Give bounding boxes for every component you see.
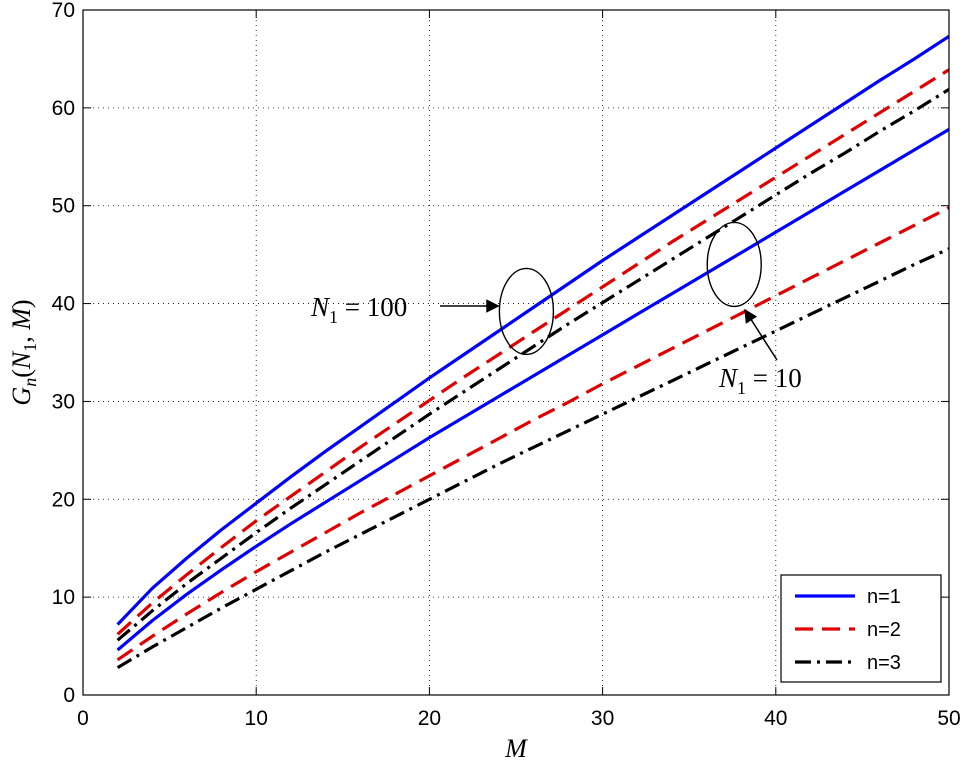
y-tick-label: 0 (63, 684, 75, 707)
series-line-n=2-N1=10 (116, 206, 949, 662)
legend: n=1 n=2 n=3 (780, 574, 942, 683)
x-tick-label: 0 (77, 707, 89, 730)
y-tick-label: 70 (52, 0, 75, 22)
y-axis-label-text: Gn(N1, M) (7, 299, 40, 405)
y-tick-label: 50 (52, 195, 75, 218)
annotation-label-n1-100: N1 = 100 (310, 292, 407, 327)
plot-frame (82, 9, 950, 696)
series-lines (116, 35, 949, 669)
x-tick-label: 30 (591, 707, 614, 730)
series-line-n=3-N1=100 (116, 87, 949, 642)
grid (83, 10, 949, 695)
axis-labels: M Gn(N1, M) (7, 299, 528, 761)
x-tick-label: 20 (418, 707, 441, 730)
annotation-arrow-n1-10 (744, 308, 778, 361)
annotation-label-n1-10: N1 = 10 (718, 363, 802, 398)
y-tick-label: 60 (52, 97, 75, 120)
x-tick-label: 40 (764, 707, 787, 730)
legend-label-n=3: n=3 (867, 652, 901, 674)
annotation-ellipse-n1-10 (706, 221, 762, 308)
y-tick-label: 40 (52, 293, 75, 316)
x-tick-label: 10 (245, 707, 268, 730)
x-tick-label: 50 (937, 707, 960, 730)
series-line-n=2-N1=100 (116, 68, 949, 636)
x-axis-label: M (504, 734, 528, 761)
legend-label-n=1: n=1 (867, 586, 901, 608)
series-line-n=3-N1=10 (116, 247, 949, 669)
y-tick-label: 20 (52, 488, 75, 511)
legend-label-n=2: n=2 (867, 619, 901, 641)
annotations: N1 = 100 N1 = 10 (310, 221, 802, 398)
y-tick-label: 30 (52, 390, 75, 413)
series-line-n=1-N1=100 (116, 35, 949, 626)
series-line-n=1-N1=10 (116, 128, 949, 652)
y-tick-label: 10 (52, 586, 75, 609)
y-axis-label: Gn(N1, M) (7, 299, 40, 405)
axis-ticks: 0 10 20 30 40 50 0 10 20 30 40 50 60 70 (52, 0, 961, 730)
